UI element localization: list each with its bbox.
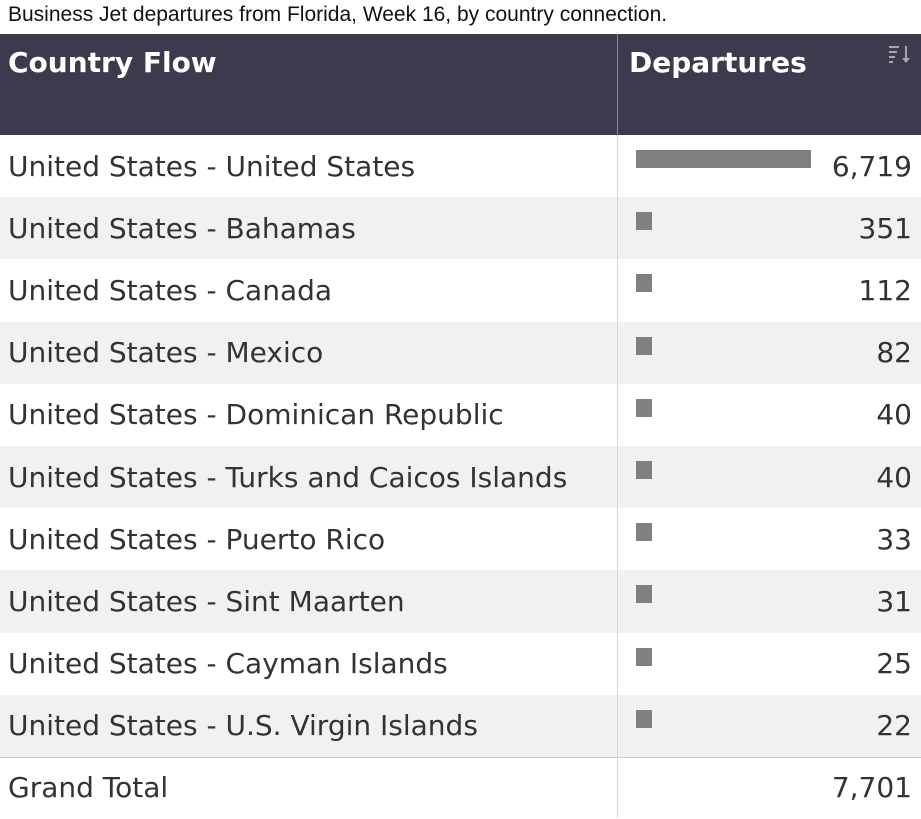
- departures-value: 22: [876, 709, 912, 743]
- departures-value: 6,719: [831, 149, 912, 183]
- departures-value: 351: [858, 211, 912, 245]
- column-header-departures-label: Departures: [629, 46, 807, 79]
- departures-value: 112: [858, 273, 912, 307]
- chart-caption: Business Jet departures from Florida, We…: [8, 3, 668, 26]
- table-row[interactable]: United States - Canada 112: [0, 259, 921, 322]
- country-flow-cell: United States - Sint Maarten: [8, 584, 405, 618]
- table-row[interactable]: United States - Turks and Caicos Islands…: [0, 445, 921, 509]
- table-row[interactable]: United States - United States 6,719: [0, 135, 921, 198]
- departures-value: 25: [876, 647, 912, 681]
- departures-value: 82: [876, 336, 912, 370]
- country-flow-cell: United States - Dominican Republic: [8, 398, 504, 432]
- departures-cell: 112: [617, 259, 921, 322]
- data-bar: [636, 585, 652, 604]
- country-flow-cell: United States - Canada: [8, 273, 333, 307]
- departures-value: 31: [876, 584, 912, 618]
- table-header: Country Flow Departures: [0, 34, 921, 135]
- country-flow-cell: United States - Cayman Islands: [8, 647, 448, 681]
- country-flow-cell: United States - Bahamas: [8, 211, 356, 245]
- data-bar: [636, 709, 652, 728]
- data-bar: [636, 150, 811, 168]
- data-bar: [636, 398, 652, 417]
- departures-cell: 40: [617, 445, 921, 509]
- departures-cell: 40: [617, 383, 921, 446]
- data-bar: [636, 523, 652, 542]
- table-row[interactable]: United States - Dominican Republic 40: [0, 383, 921, 446]
- data-bar: [636, 336, 652, 355]
- country-flow-cell: United States - Puerto Rico: [8, 522, 386, 556]
- table-row[interactable]: United States - Mexico 82: [0, 321, 921, 384]
- departures-cell: 6,719: [617, 135, 921, 198]
- departures-value: 40: [876, 398, 912, 432]
- country-flow-cell: United States - United States: [8, 149, 416, 183]
- data-bar: [636, 274, 652, 293]
- departures-value: 33: [876, 522, 912, 556]
- departures-cell: 22: [617, 694, 921, 757]
- table-row[interactable]: United States - U.S. Virgin Islands 22: [0, 694, 921, 757]
- country-flow-cell: United States - Turks and Caicos Islands: [8, 460, 568, 494]
- sort-descending-icon[interactable]: [887, 44, 913, 64]
- country-flow-cell: United States - Mexico: [8, 336, 324, 370]
- departures-cell: 33: [617, 508, 921, 571]
- data-bar: [636, 647, 652, 666]
- table-body: United States - United States 6,719 United…: [0, 135, 921, 757]
- departures-cell: 351: [617, 197, 921, 260]
- country-flow-cell: United States - U.S. Virgin Islands: [8, 709, 478, 743]
- grand-total-value: 7,701: [831, 771, 912, 805]
- table-row[interactable]: United States - Bahamas 351: [0, 197, 921, 260]
- grand-total-cell: 7,701: [617, 757, 921, 818]
- departures-value: 40: [876, 460, 912, 494]
- grand-total-row: Grand Total 7,701: [0, 756, 921, 818]
- table-row[interactable]: United States - Cayman Islands 25: [0, 632, 921, 695]
- departures-cell: 31: [617, 570, 921, 633]
- table-row[interactable]: United States - Puerto Rico 33: [0, 508, 921, 571]
- departures-cell: 25: [617, 632, 921, 695]
- table-row[interactable]: United States - Sint Maarten 31: [0, 570, 921, 633]
- grand-total-label: Grand Total: [8, 771, 169, 805]
- data-bar: [636, 460, 652, 479]
- departures-table: Country Flow Departures United States - …: [0, 34, 921, 818]
- data-bar: [636, 212, 652, 231]
- column-header-country-flow[interactable]: Country Flow: [8, 46, 217, 79]
- column-header-departures[interactable]: Departures: [617, 34, 921, 135]
- departures-cell: 82: [617, 321, 921, 384]
